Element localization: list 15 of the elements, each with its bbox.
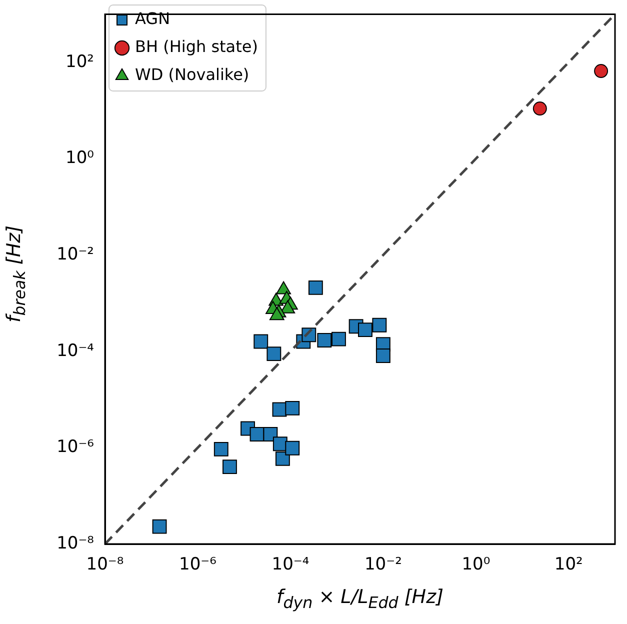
- legend-label: BH (High state): [135, 37, 258, 56]
- x-tick-label: 10⁻²: [364, 554, 402, 575]
- x-tick-label: 10⁻⁸: [86, 554, 124, 575]
- x-tick-label: 10²: [554, 554, 583, 575]
- x-tick-label: 10⁰: [462, 554, 490, 575]
- x-tick-label: 10⁻⁶: [179, 554, 217, 575]
- y-tick-label: 10⁻⁸: [56, 533, 94, 554]
- y-tick-label: 10⁻⁴: [56, 340, 94, 361]
- y-tick-label: 10⁰: [66, 148, 94, 168]
- y-tick-label: 10²: [66, 52, 94, 72]
- legend-label: WD (Novalike): [135, 65, 250, 84]
- y-tick-label: 10⁻²: [56, 244, 94, 264]
- x-tick-label: 10⁻⁴: [272, 554, 310, 575]
- x-axis-title: f$_{dyn}$ × L/L$_{Edd}$ [Hz]: [276, 586, 444, 612]
- y-tick-label: 10⁻⁶: [56, 437, 94, 458]
